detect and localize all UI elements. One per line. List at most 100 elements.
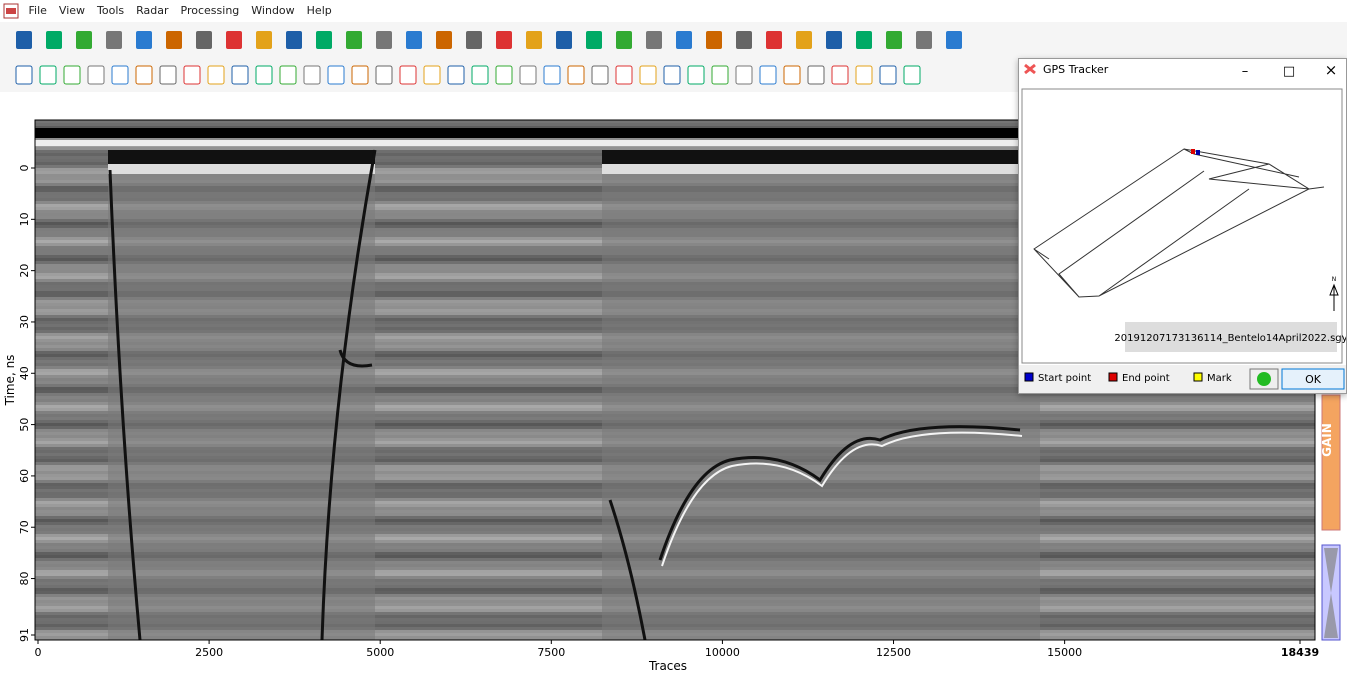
maximize-button[interactable]: □ — [1283, 64, 1295, 79]
toolbar-button[interactable] — [46, 31, 62, 49]
menu-item[interactable]: View — [58, 4, 86, 17]
toolbar-button[interactable] — [615, 65, 633, 85]
toolbar-button[interactable] — [286, 31, 302, 49]
ok-label[interactable]: OK — [1305, 373, 1322, 386]
toolbar-button[interactable] — [351, 65, 369, 85]
legend-entry: Mark — [1207, 373, 1232, 384]
toolbar-button[interactable] — [676, 31, 692, 49]
menu-item[interactable]: Help — [306, 4, 332, 17]
toolbar-button[interactable] — [316, 31, 332, 49]
toolbar-button[interactable] — [759, 65, 777, 85]
toolbar-button[interactable] — [496, 31, 512, 49]
toolbar-button[interactable] — [826, 31, 842, 49]
x-tick-label: 0 — [35, 646, 42, 659]
toolbar-button[interactable] — [646, 31, 662, 49]
toolbar-button[interactable] — [423, 65, 441, 85]
legend-entry: Start point — [1038, 373, 1091, 384]
toolbar-button[interactable] — [567, 65, 585, 85]
toolbar-button[interactable] — [303, 65, 321, 85]
toolbar-button[interactable] — [226, 31, 242, 49]
y-tick-label: 30 — [18, 315, 31, 329]
toolbar-button[interactable] — [946, 31, 962, 49]
toolbar-button[interactable] — [639, 65, 657, 85]
toolbar-button[interactable] — [327, 65, 345, 85]
toolbar-button[interactable] — [256, 31, 272, 49]
toolbar-button[interactable] — [183, 65, 201, 85]
ok-button[interactable] — [1281, 368, 1345, 390]
toolbar-button[interactable] — [783, 65, 801, 85]
reflection-band — [35, 138, 1315, 141]
toolbar-button[interactable] — [796, 31, 812, 49]
toolbar-button[interactable] — [687, 65, 705, 85]
toolbar-button[interactable] — [279, 65, 297, 85]
direct-wave — [108, 150, 375, 164]
x-tick-label: 2500 — [195, 646, 223, 659]
toolbar-button[interactable] — [255, 65, 273, 85]
close-button[interactable]: × — [1325, 61, 1338, 79]
toolbar-button[interactable] — [399, 65, 417, 85]
toolbar-button[interactable] — [16, 31, 32, 49]
toolbar-button[interactable] — [39, 65, 57, 85]
toolbar-button[interactable] — [879, 65, 897, 85]
toolbar-button[interactable] — [406, 31, 422, 49]
start-marker — [1196, 150, 1200, 155]
toolbar-button[interactable] — [591, 65, 609, 85]
toolbar-button[interactable] — [855, 65, 873, 85]
x-tick-label: 12500 — [876, 646, 911, 659]
toolbar-button[interactable] — [136, 31, 152, 49]
toolbar-button[interactable] — [159, 65, 177, 85]
toolbar-button[interactable] — [76, 31, 92, 49]
menu-item[interactable]: Processing — [180, 4, 240, 17]
toolbar-button[interactable] — [916, 31, 932, 49]
toolbar-button[interactable] — [436, 31, 452, 49]
direct-wave — [35, 128, 1315, 138]
toolbar-button[interactable] — [447, 65, 465, 85]
toolbar-button[interactable] — [207, 65, 225, 85]
y-axis-label: Time, ns — [3, 355, 17, 407]
toolbar-button[interactable] — [856, 31, 872, 49]
toolbar-button[interactable] — [196, 31, 212, 49]
toolbar-button[interactable] — [886, 31, 902, 49]
toolbar-button[interactable] — [766, 31, 782, 49]
menu-item[interactable]: Window — [251, 4, 295, 17]
toolbar-button[interactable] — [87, 65, 105, 85]
toolbar-button[interactable] — [495, 65, 513, 85]
toolbar-button[interactable] — [807, 65, 825, 85]
toolbar-button[interactable] — [831, 65, 849, 85]
toolbar-button[interactable] — [106, 31, 122, 49]
menu-item[interactable]: File — [28, 4, 47, 17]
toolbar-button[interactable] — [346, 31, 362, 49]
menu-bar: File View Tools Radar Processing Window Help — [0, 0, 1347, 22]
app-icon — [3, 3, 19, 19]
toolbar-button[interactable] — [556, 31, 572, 49]
toolbar-button[interactable] — [706, 31, 722, 49]
north-arrow — [1329, 283, 1339, 311]
toolbar-button[interactable] — [736, 31, 752, 49]
toolbar-button[interactable] — [519, 65, 537, 85]
gain-slider[interactable] — [1321, 394, 1341, 531]
toolbar-button[interactable] — [15, 65, 33, 85]
toolbar-button[interactable] — [616, 31, 632, 49]
toolbar-button[interactable] — [711, 65, 729, 85]
toolbar-button[interactable] — [466, 31, 482, 49]
menu-item[interactable]: Tools — [97, 4, 125, 17]
toolbar-button[interactable] — [111, 65, 129, 85]
toolbar-button[interactable] — [543, 65, 561, 85]
toolbar-button[interactable] — [663, 65, 681, 85]
toolbar-button[interactable] — [231, 65, 249, 85]
y-tick-label: 60 — [18, 469, 31, 483]
toolbar-button[interactable] — [471, 65, 489, 85]
legend-swatch — [1024, 372, 1034, 382]
toolbar-button[interactable] — [375, 65, 393, 85]
menu-item[interactable]: Radar — [136, 4, 169, 17]
toolbar-button[interactable] — [376, 31, 392, 49]
toolbar-button[interactable] — [135, 65, 153, 85]
toolbar-button[interactable] — [63, 65, 81, 85]
y-tick-label: 50 — [18, 418, 31, 432]
toolbar-button[interactable] — [586, 31, 602, 49]
toolbar-button[interactable] — [903, 65, 921, 85]
toolbar-button[interactable] — [735, 65, 753, 85]
minimize-button[interactable]: – — [1242, 64, 1249, 79]
toolbar-button[interactable] — [526, 31, 542, 49]
toolbar-button[interactable] — [166, 31, 182, 49]
